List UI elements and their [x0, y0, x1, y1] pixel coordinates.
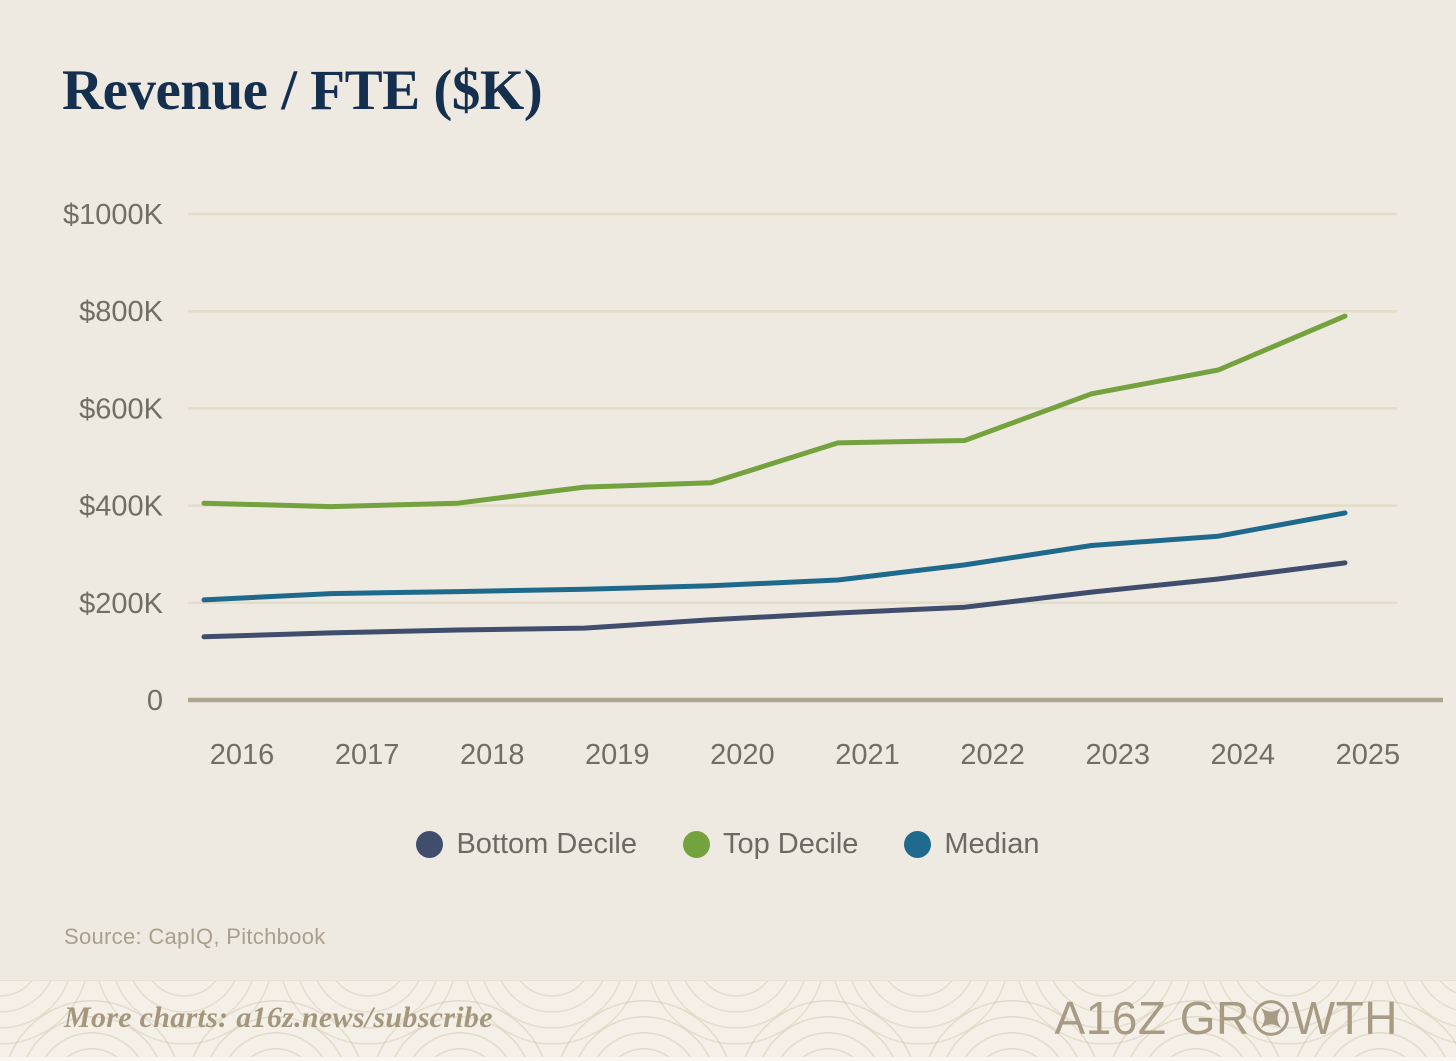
- y-tick-label: $400K: [79, 491, 164, 523]
- legend-item-median: Median: [904, 828, 1040, 861]
- source-note: Source: CapIQ, Pitchbook: [64, 924, 326, 949]
- subscribe-link[interactable]: More charts: a16z.news/subscribe: [64, 1001, 493, 1034]
- y-tick-label: 0: [147, 685, 163, 717]
- legend: Bottom Decile Top Decile Median: [0, 828, 1456, 861]
- series-line-top-decile: [201, 313, 1348, 510]
- legend-item-bottom-decile: Bottom Decile: [416, 828, 637, 861]
- chart-title: Revenue / FTE ($K): [62, 59, 543, 122]
- x-tick-label: 2017: [335, 739, 400, 771]
- y-tick-label: $800K: [79, 296, 164, 328]
- legend-dot-bottom-decile-icon: [416, 831, 444, 858]
- x-tick-label: 2016: [210, 739, 275, 771]
- a16z-growth-logo: A16Z GR WTH: [1055, 995, 1398, 1041]
- legend-label-top-decile: Top Decile: [722, 828, 859, 860]
- footer-bottom-strip: [0, 1057, 1456, 1061]
- logo-text-left: A16Z GR: [1054, 992, 1250, 1044]
- x-tick-label: 2020: [710, 739, 775, 771]
- y-tick-label: $1000K: [63, 199, 164, 231]
- series-line-bottom-decile: [201, 560, 1348, 640]
- x-tick-label: 2023: [1085, 739, 1150, 771]
- x-tick-label: 2025: [1336, 739, 1401, 771]
- x-tick-label: 2019: [585, 739, 650, 771]
- legend-label-median: Median: [944, 828, 1040, 860]
- legend-dot-median-icon: [904, 831, 932, 858]
- y-tick-label: $600K: [79, 393, 164, 425]
- deco-o-icon: [1252, 1000, 1289, 1036]
- x-tick-label: 2021: [835, 739, 900, 771]
- legend-dot-top-decile-icon: [682, 831, 710, 858]
- x-tick-label: 2018: [460, 739, 525, 771]
- y-tick-label: $200K: [79, 588, 164, 620]
- logo-text-right: WTH: [1291, 992, 1398, 1044]
- x-tick-label: 2022: [960, 739, 1025, 771]
- x-tick-label: 2024: [1211, 739, 1276, 771]
- series-line-median: [201, 510, 1348, 603]
- legend-label-bottom-decile: Bottom Decile: [456, 828, 637, 860]
- legend-item-top-decile: Top Decile: [682, 828, 859, 861]
- footer-bar: More charts: a16z.news/subscribe A16Z GR…: [0, 980, 1456, 1061]
